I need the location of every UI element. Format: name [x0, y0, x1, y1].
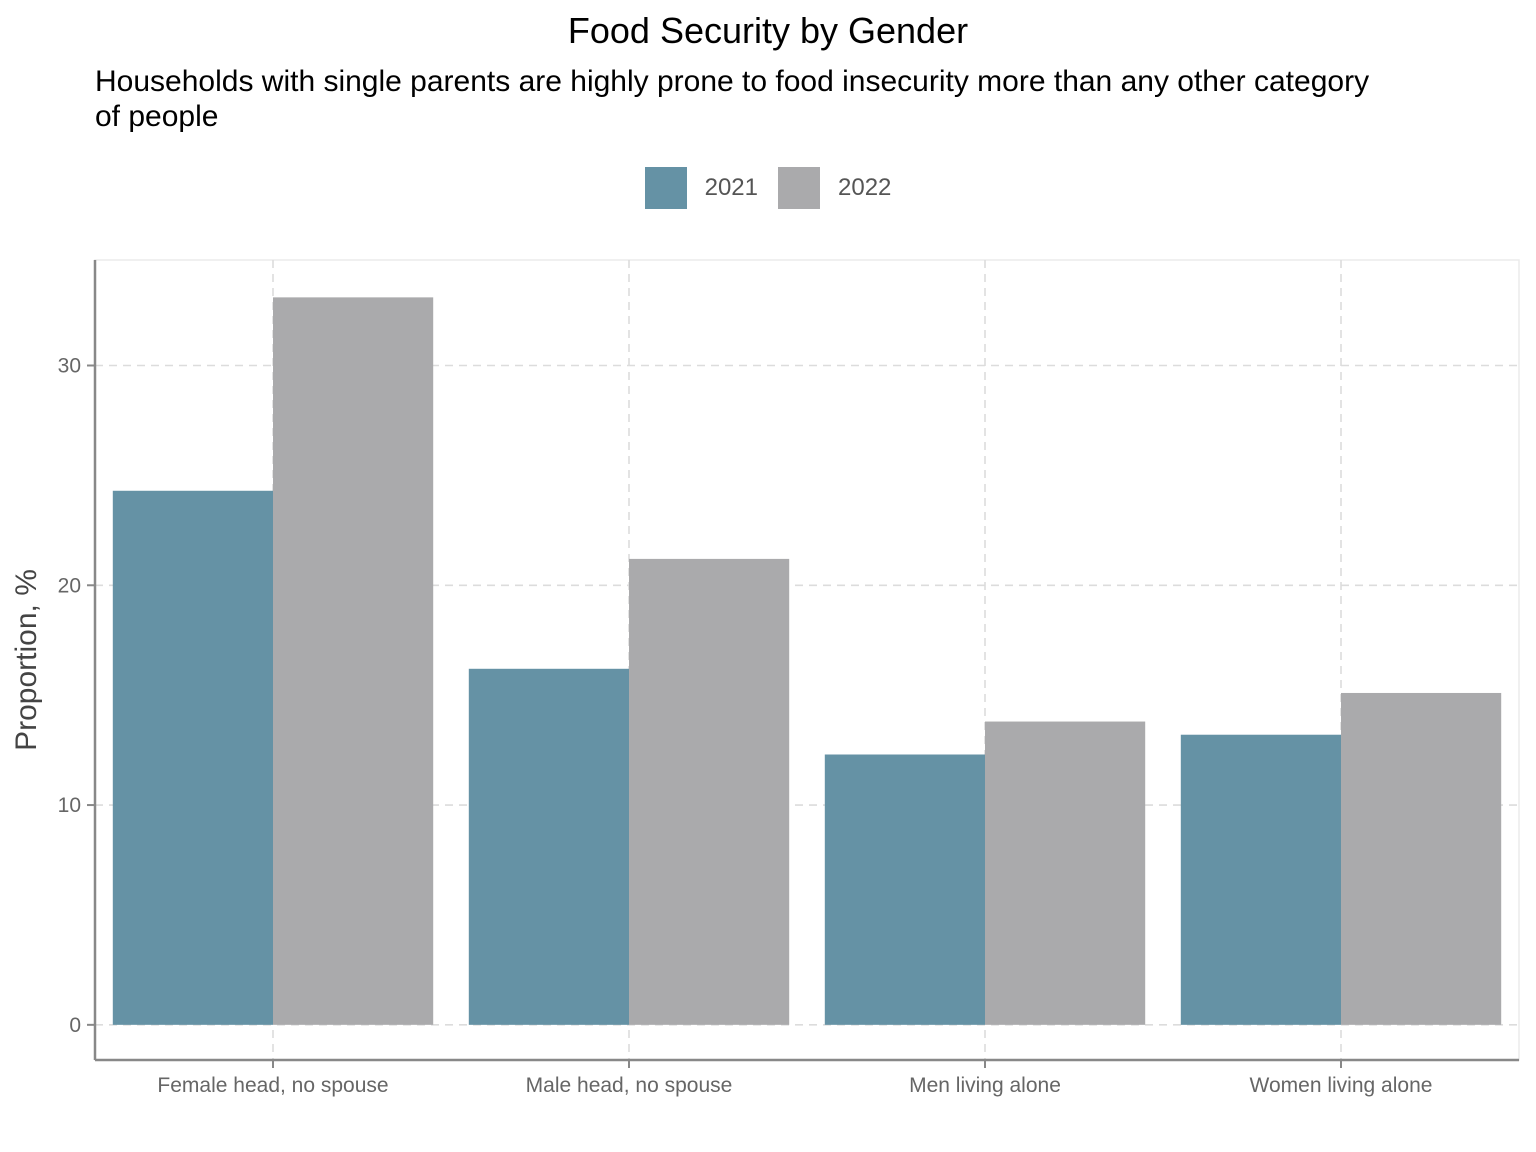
bar-2022-4: [1341, 692, 1502, 1025]
x-tick-label: Men living alone: [909, 1074, 1061, 1097]
y-tick-label: 0: [69, 1014, 81, 1037]
legend-item-2021: 2021: [644, 167, 758, 209]
bar-2021-4: [1180, 734, 1341, 1025]
x-tick-label: Male head, no spouse: [526, 1074, 733, 1097]
x-tick-label: Female head, no spouse: [157, 1074, 388, 1097]
bar-2021-3: [824, 754, 985, 1025]
legend-label-2021: 2021: [704, 174, 758, 201]
legend-label-2022: 2022: [838, 174, 892, 201]
bar-2022-3: [985, 721, 1146, 1025]
bar-2022-2: [629, 558, 790, 1025]
y-tick-label: 20: [58, 574, 81, 597]
legend-swatch-2021: [644, 167, 687, 209]
y-tick-label: 10: [58, 794, 81, 817]
bar-2021-1: [112, 490, 273, 1025]
y-axis-title: Proportion, %: [10, 569, 43, 751]
legend: 2021 2022: [0, 166, 1536, 210]
bars-layer: [112, 297, 1502, 1025]
bar-2022-1: [273, 297, 434, 1025]
chart-title: Food Security by Gender: [567, 10, 969, 51]
legend-item-2022: 2022: [778, 167, 891, 209]
legend-swatch-2022: [778, 167, 820, 209]
axes-layer: 0 10 20 30 Female head, no spouse Male head, …: [58, 260, 1519, 1097]
x-tick-label: Women living alone: [1250, 1074, 1433, 1097]
chart-subtitle: Households with single parents are highl…: [95, 65, 1370, 133]
y-tick-label: 30: [58, 354, 81, 377]
bar-2021-2: [468, 668, 629, 1025]
